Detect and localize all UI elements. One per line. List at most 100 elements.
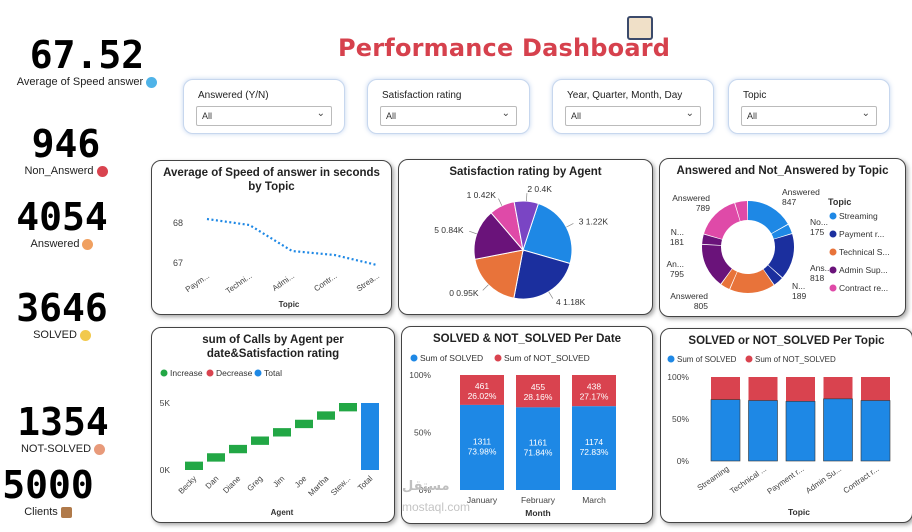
kpi-clients: 5000 Clients — [0, 466, 96, 518]
kpi-label: SOLVED — [33, 329, 77, 341]
y-tick-label: 68 — [173, 218, 183, 228]
legend-label: Sum of SOLVED — [420, 353, 483, 363]
bar-segment-solved — [748, 400, 778, 462]
slicer-value: All — [202, 111, 213, 121]
donut-value: 805 — [694, 301, 708, 311]
chart-solved-per-topic: SOLVED or NOT_SOLVED Per Topic Sum of SO… — [660, 328, 912, 523]
legend-label: Payment r... — [839, 229, 884, 239]
legend-swatch — [206, 369, 214, 377]
donut-slice — [702, 244, 732, 284]
waterfall-chart: Increase Decrease Total 5K 0K Becky Dan Diane Gr… — [160, 368, 379, 517]
donut-label: No... — [810, 217, 828, 227]
kpi-label: Non_Answerd — [24, 165, 94, 177]
agent-icon — [82, 238, 94, 250]
donut-value: 818 — [810, 273, 824, 283]
slicer-date[interactable]: Year, Quarter, Month, Day All ⌄ — [552, 79, 714, 134]
chart-title: sum of Calls by Agent per date&Satisfact… — [202, 334, 344, 360]
x-tick-label: Dan — [204, 474, 221, 491]
legend-label: Technical S... — [839, 247, 890, 257]
slicer-dropdown[interactable]: All ⌄ — [565, 106, 701, 126]
donut-value: 175 — [810, 227, 824, 237]
x-tick-label: January — [467, 495, 498, 505]
bar-segment-not-solved — [572, 375, 616, 407]
slicer-topic[interactable]: Topic All ⌄ — [728, 79, 890, 134]
donut-value: 181 — [670, 237, 684, 247]
slice-label: 4 1.18K — [556, 297, 586, 307]
donut-label: Answered — [782, 187, 820, 197]
frustrated-icon — [94, 443, 106, 455]
waterfall-bar — [361, 403, 379, 470]
bar-segment-solved — [860, 400, 891, 462]
chart-title: Average of Speed of answer in seconds by… — [163, 167, 380, 193]
donut-slice — [702, 234, 723, 246]
leader-line — [566, 223, 574, 228]
data-label: 1174 — [585, 437, 604, 447]
chart-calls-by-agent: sum of Calls by Agent per date&Satisfact… — [151, 327, 395, 523]
pie-slice — [474, 249, 524, 299]
slicer-answered[interactable]: Answered (Y/N) All ⌄ — [183, 79, 345, 134]
watermark-arabic: مستقل — [402, 478, 450, 493]
donut-slice — [721, 268, 737, 290]
legend-swatch — [667, 355, 675, 363]
bar-segment-not-solved — [460, 375, 504, 405]
data-label: 455 — [531, 382, 545, 392]
donut-value: 847 — [782, 197, 796, 207]
donut-slice — [771, 224, 792, 239]
x-tick-label: Admin Su... — [804, 464, 843, 495]
slicer-label: Satisfaction rating — [382, 90, 462, 101]
waterfall-bar — [273, 428, 291, 437]
legend-swatch — [745, 355, 753, 363]
pie-slice — [513, 249, 571, 300]
donut-slice — [735, 201, 748, 222]
data-label: 26.02% — [468, 391, 497, 401]
kpi-value: 5000 — [2, 463, 94, 507]
chevron-down-icon: ⌄ — [316, 108, 325, 119]
data-label: 72.83% — [580, 447, 609, 457]
x-tick-label: Diane — [221, 474, 243, 496]
slicer-label: Year, Quarter, Month, Day — [567, 90, 683, 101]
kpi-answered: 4054 Answered — [8, 198, 116, 250]
y-tick-label: 0% — [419, 485, 432, 495]
slice-label: 5 0.84K — [434, 225, 464, 235]
x-tick-label: Payment r... — [766, 464, 806, 496]
waterfall-bar — [229, 444, 247, 454]
series-line — [206, 217, 378, 267]
slicer-dropdown[interactable]: All ⌄ — [196, 106, 332, 126]
legend-label: Decrease — [216, 368, 253, 378]
donut-slice — [768, 233, 794, 278]
slice-label: 0 0.95K — [449, 288, 479, 298]
slicer-dropdown[interactable]: All ⌄ — [380, 106, 517, 126]
bar-segment-not-solved — [861, 377, 890, 401]
legend-label: Total — [264, 368, 282, 378]
dashboard-icon — [627, 16, 653, 40]
x-tick-label: Streaming — [696, 464, 731, 492]
legend-title: Topic — [828, 197, 851, 207]
donut-slice — [703, 203, 740, 240]
donut-slice — [763, 265, 782, 285]
slicer-value: All — [747, 111, 758, 121]
stacked-bar-chart: Sum of SOLVED Sum of NOT_SOLVED 0% 50% 100% 4… — [409, 353, 616, 518]
legend-label: Sum of SOLVED — [677, 355, 737, 364]
slicer-dropdown[interactable]: All ⌄ — [741, 106, 877, 126]
slicer-value: All — [386, 111, 397, 121]
data-label: 73.98% — [468, 446, 497, 456]
legend-swatch — [829, 212, 837, 220]
leader-line — [482, 284, 489, 291]
chart-solved-per-date: SOLVED & NOT_SOLVED Per Date Sum of SOLV… — [401, 326, 653, 524]
legend-label: Streaming — [839, 211, 878, 221]
legend-swatch — [410, 354, 418, 362]
slicer-satisfaction[interactable]: Satisfaction rating All ⌄ — [367, 79, 530, 134]
waterfall-bar — [185, 461, 203, 470]
y-tick-label: 5K — [160, 398, 171, 408]
leader-line — [469, 230, 477, 235]
bar-segment-not-solved — [748, 377, 778, 401]
slicer-label: Answered (Y/N) — [198, 90, 269, 101]
x-tick-label: Admi... — [271, 271, 297, 293]
missed-call-icon — [96, 165, 108, 177]
bar-segment-not-solved — [516, 375, 560, 408]
x-tick-label: February — [521, 495, 556, 505]
x-axis-label: Topic — [279, 300, 300, 309]
x-tick-label: Martha — [306, 474, 330, 498]
y-tick-label: 67 — [173, 258, 183, 268]
legend-label: Contract re... — [839, 283, 888, 293]
